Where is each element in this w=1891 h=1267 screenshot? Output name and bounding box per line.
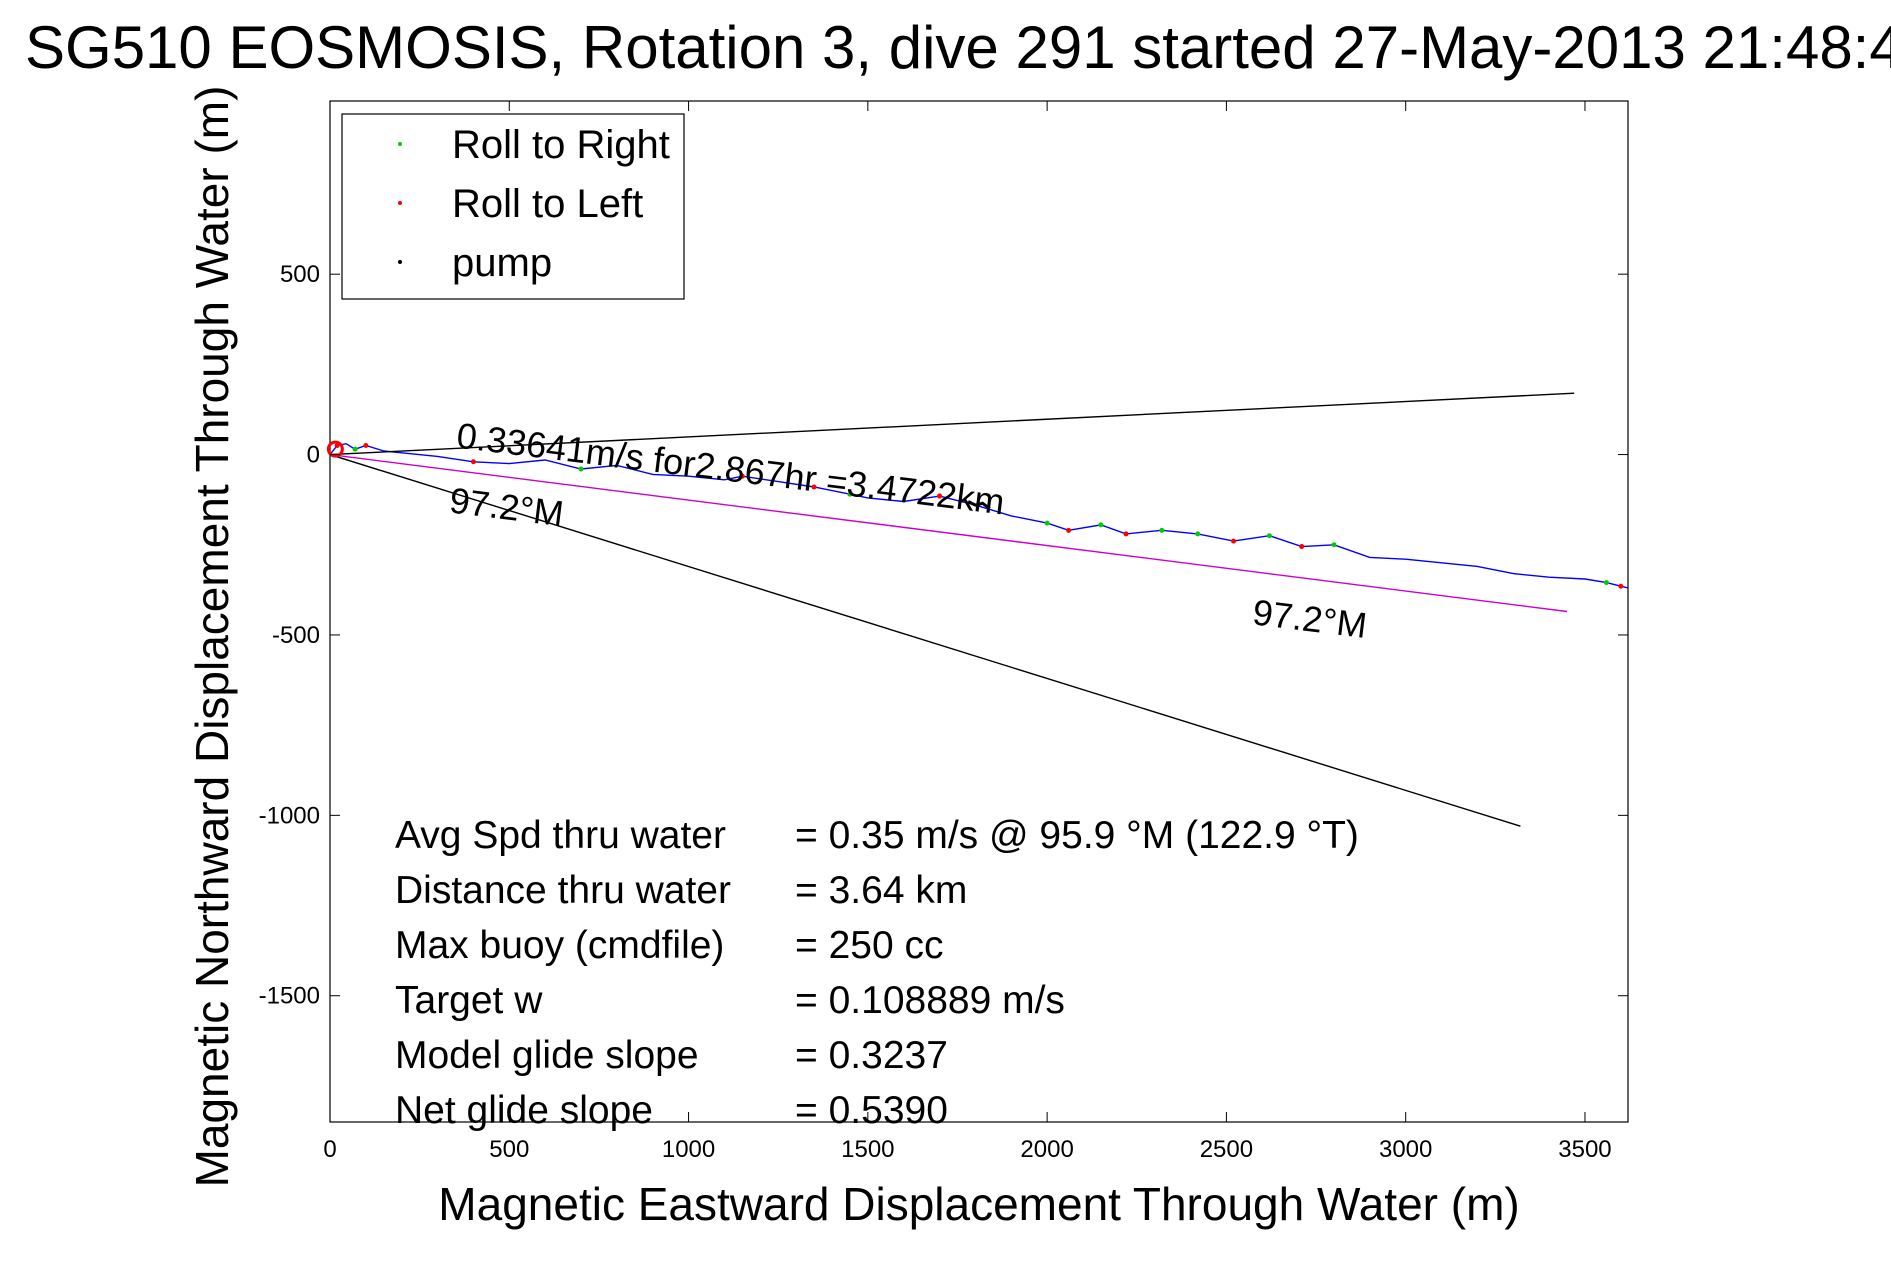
x-tick-label: 3500 xyxy=(1558,1136,1611,1163)
roll-right-point xyxy=(1331,542,1337,548)
roll-left-point xyxy=(1066,527,1072,533)
roll-left-point xyxy=(739,473,745,479)
markers-layer xyxy=(326,440,1624,589)
stats-label: Model glide slope xyxy=(395,1034,699,1077)
roll-right-point xyxy=(1266,533,1272,539)
legend-label: pump xyxy=(452,241,552,285)
legend-marker xyxy=(398,260,402,264)
roll-left-point xyxy=(1299,544,1305,550)
roll-left-point xyxy=(470,459,476,465)
stats-label: Net glide slope xyxy=(395,1089,653,1132)
roll-left-point xyxy=(937,493,943,499)
y-tick-label: -1500 xyxy=(259,983,320,1010)
legend-label: Roll to Left xyxy=(452,182,643,226)
stats-label: Target w xyxy=(395,979,543,1022)
roll-left-point xyxy=(1231,538,1237,544)
series-line-heading xyxy=(330,453,1568,613)
start-marker xyxy=(326,440,344,458)
roll-right-point xyxy=(1603,580,1609,586)
roll-left-point xyxy=(1618,583,1624,589)
x-tick-label: 500 xyxy=(489,1136,529,1163)
roll-left-point xyxy=(1123,531,1129,537)
legend-layer: Roll to Right Roll to Left pump xyxy=(341,113,685,300)
y-tick-label: 500 xyxy=(280,261,320,288)
y-axis-label: Magnetic Northward Displacement Through … xyxy=(186,86,238,1188)
roll-right-point xyxy=(1044,520,1050,526)
series-layer xyxy=(330,392,1628,827)
stats-label: Avg Spd thru water xyxy=(395,814,726,857)
series-line-bound-upper xyxy=(330,392,1575,456)
legend-marker xyxy=(398,142,402,146)
roll-right-point xyxy=(1195,531,1201,537)
legend-marker xyxy=(398,201,402,205)
stats-value: = 0.3237 xyxy=(795,1034,948,1077)
x-tick-label: 2000 xyxy=(1020,1136,1073,1163)
y-tick-label: -1000 xyxy=(259,802,320,829)
stats-value: = 0.108889 m/s xyxy=(795,979,1065,1022)
roll-right-point xyxy=(1159,527,1165,533)
stats-label: Distance thru water xyxy=(395,869,731,912)
x-tick-label: 3000 xyxy=(1379,1136,1432,1163)
chart-title: SG510 EOSMOSIS, Rotation 3, dive 291 sta… xyxy=(25,14,1891,81)
x-axis-label: Magnetic Eastward Displacement Through W… xyxy=(438,1178,1519,1230)
roll-right-point xyxy=(1098,522,1104,528)
roll-right-point xyxy=(847,491,853,497)
y-tick-label: 0 xyxy=(307,442,320,469)
series-line-bound-lower xyxy=(330,453,1521,827)
stats-layer: Avg Spd thru water = 0.35 m/s @ 95.9 °M (… xyxy=(395,814,1359,1132)
x-tick-label: 0 xyxy=(323,1136,336,1163)
roll-left-point xyxy=(363,443,369,449)
stats-label: Max buoy (cmdfile) xyxy=(395,924,724,967)
tick-layer: 0 500 1000 1500 2000 2500 3000 3500 500 0 -500 -100… xyxy=(259,101,1628,1163)
stats-value: = 250 cc xyxy=(795,924,944,967)
plot-frame xyxy=(329,100,1629,1123)
legend-label: Roll to Right xyxy=(452,123,670,167)
roll-right-point xyxy=(578,466,584,472)
y-tick-label: -500 xyxy=(272,622,320,649)
stats-value: = 0.5390 xyxy=(795,1089,948,1132)
roll-left-point xyxy=(811,484,817,490)
x-tick-label: 1500 xyxy=(841,1136,894,1163)
roll-right-point xyxy=(352,446,358,452)
x-tick-label: 1000 xyxy=(662,1136,715,1163)
pump-point xyxy=(967,500,991,510)
x-tick-label: 2500 xyxy=(1200,1136,1253,1163)
stats-value: = 0.35 m/s @ 95.9 °M (122.9 °T) xyxy=(795,814,1359,857)
stats-value: = 3.64 km xyxy=(795,869,967,912)
